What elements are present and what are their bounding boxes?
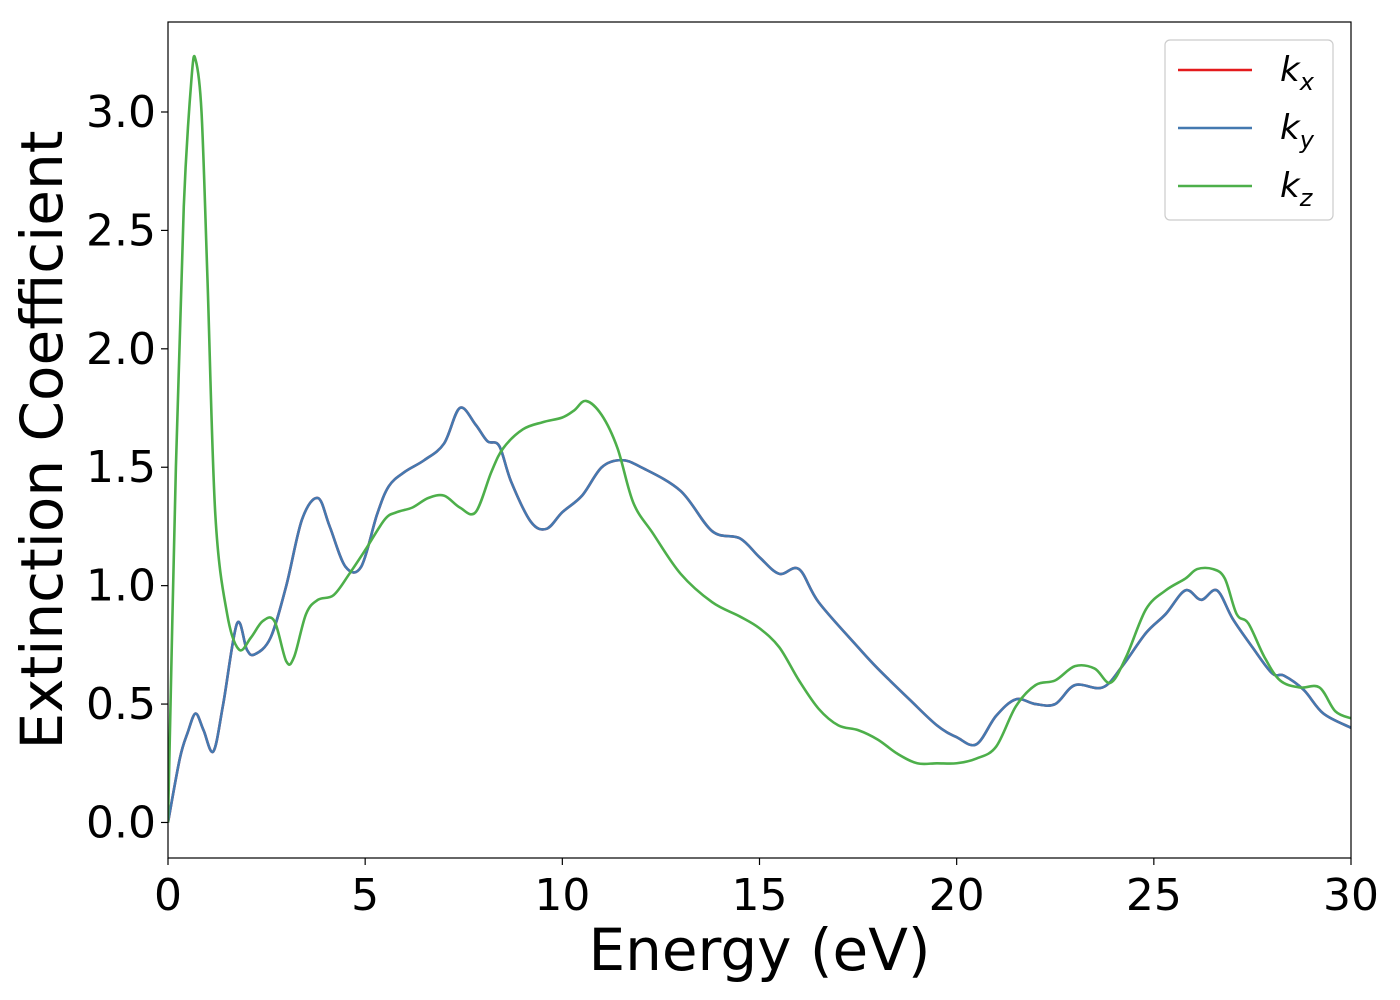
x-tick-label: 15 bbox=[732, 870, 788, 921]
x-tick-label: 20 bbox=[929, 870, 985, 921]
x-tick-label: 30 bbox=[1323, 870, 1379, 921]
y-tick-label: 2.0 bbox=[86, 324, 156, 375]
legend-box bbox=[1164, 39, 1334, 221]
y-tick-label: 2.5 bbox=[86, 205, 156, 256]
legend: kx ky kz bbox=[1164, 39, 1334, 221]
legend-label-z: kz bbox=[1280, 166, 1314, 212]
y-tick-label: 0.0 bbox=[86, 797, 156, 848]
x-tick-label: 0 bbox=[154, 870, 182, 921]
ticks-layer: 0 5 10 15 20 25 30 0.0 0.5 1.0 1.5 2.0 2.5 3.0 bbox=[86, 87, 1379, 921]
y-tick-label: 3.0 bbox=[86, 87, 156, 138]
x-axis-label: Energy (eV) bbox=[588, 916, 930, 984]
y-axis-label: Extinction Coefficient bbox=[8, 131, 76, 750]
x-tick-label: 10 bbox=[534, 870, 590, 921]
y-tick-label: 1.5 bbox=[86, 442, 156, 493]
y-tick-label: 1.0 bbox=[86, 561, 156, 612]
x-tick-label: 5 bbox=[351, 870, 379, 921]
series-layer bbox=[168, 54, 1351, 823]
legend-label-x: kx bbox=[1280, 50, 1315, 96]
legend-label-y: ky bbox=[1280, 108, 1315, 154]
plot-background bbox=[168, 22, 1351, 858]
series-line-z bbox=[168, 54, 1351, 823]
x-tick-label: 25 bbox=[1126, 870, 1182, 921]
y-tick-label: 0.5 bbox=[86, 679, 156, 730]
series-line-y bbox=[168, 406, 1351, 823]
